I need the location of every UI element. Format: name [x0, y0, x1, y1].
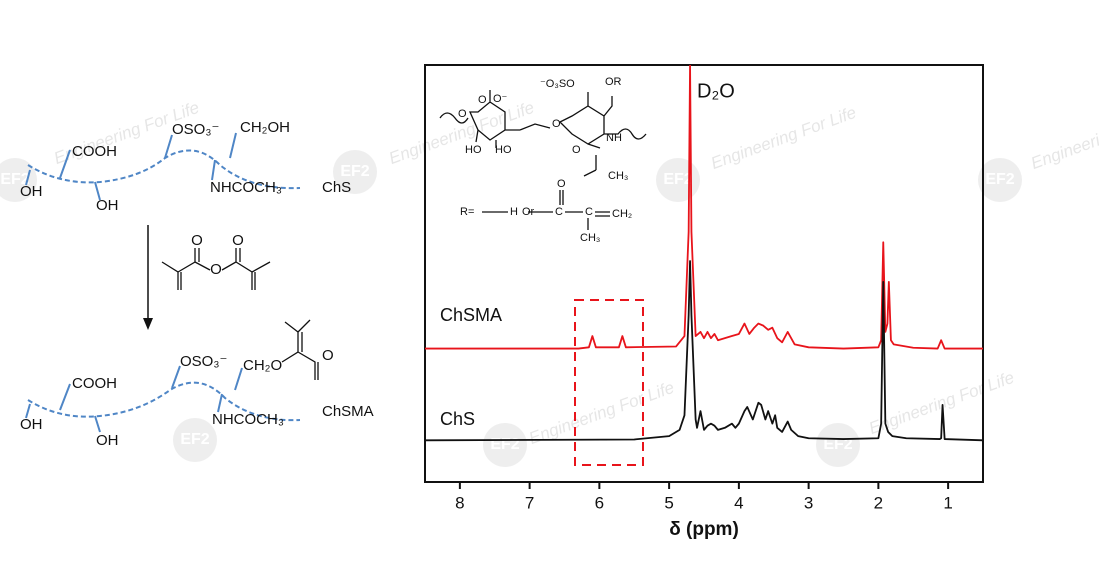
watermark: EF2 Engineering For Life EF2 Engineering…: [0, 98, 1099, 467]
chem-label: O: [232, 232, 244, 249]
chem-label: OSO₃⁻: [180, 353, 227, 370]
watermark-logo: EF2: [490, 436, 519, 453]
inset-label: CH₂: [612, 208, 632, 220]
series-label: ChS: [440, 409, 475, 429]
watermark-logo: EF2: [340, 163, 369, 180]
annotation: D₂O: [697, 80, 735, 102]
watermark-logo: EF2: [0, 171, 29, 188]
inset-label: NH: [606, 132, 622, 144]
chem-label: O: [191, 232, 203, 249]
chem-label: COOH: [72, 143, 117, 160]
watermark-logo: EF2: [663, 171, 692, 188]
inset-label: C: [555, 206, 563, 218]
inset-label: O: [552, 118, 561, 130]
plot-area: [425, 65, 983, 442]
watermark-logo: EF2: [180, 431, 209, 448]
x-tick-label: 5: [664, 493, 673, 512]
x-tick-label: 8: [455, 493, 464, 512]
watermark-logo: EF2: [823, 436, 852, 453]
inset-label: ⁻O₃SO: [540, 78, 575, 90]
inset-label: O: [458, 108, 467, 120]
watermark-text: Engineering For Life: [708, 103, 858, 173]
watermark-logo: EF2: [985, 171, 1014, 188]
chem-label: OH: [20, 416, 43, 433]
inset-label: HO: [495, 144, 512, 156]
spectrum-line: [425, 260, 983, 442]
inset-label: HO: [465, 144, 482, 156]
chem-label: OSO₃⁻: [172, 121, 219, 138]
chem-label: NHCOCH₃: [212, 411, 284, 428]
inset-label: R=: [460, 206, 474, 218]
x-tick-label: 3: [804, 493, 813, 512]
inset-label: Or: [522, 206, 535, 218]
inset-label: O: [478, 94, 487, 106]
spectrum-line: [425, 65, 983, 350]
inset-label: C: [585, 206, 593, 218]
inset-label: O: [572, 144, 581, 156]
highlight-box: [574, 299, 644, 466]
chem-label: CH₂OH: [240, 119, 290, 136]
x-tick-label: 1: [943, 493, 952, 512]
x-tick-label: 4: [734, 493, 743, 512]
compound-name: ChSMA: [322, 403, 374, 420]
chs-structure: COOH OSO₃⁻ CH₂OH OH OH NHCOCH₃ ChS: [20, 119, 351, 214]
chsma-structure: COOH OSO₃⁻ CH₂O O OH OH NHCOCH₃ ChSMA: [20, 319, 374, 449]
chem-label: OH: [96, 432, 119, 449]
plot-frame: [424, 64, 984, 483]
watermark-text: Engineering For Life: [1028, 103, 1099, 173]
x-axis-label: δ (ppm): [669, 519, 739, 540]
chem-label: O: [210, 261, 222, 278]
chem-label: OH: [20, 183, 43, 200]
inset-label: OR: [605, 76, 622, 88]
chem-label: NHCOCH₃: [210, 179, 282, 196]
chem-label: O: [322, 347, 334, 364]
inset-structure: O⁻ O O O ⁻O₃SO OR HO HO NH O CH₃ R= H Or…: [439, 76, 647, 244]
x-tick-label: 6: [595, 493, 604, 512]
inset-label: O⁻: [493, 93, 508, 105]
inset-label: H: [510, 206, 518, 218]
reaction-arrow: O O O: [143, 225, 271, 330]
x-tick-label: 2: [874, 493, 883, 512]
inset-label: CH₃: [580, 232, 600, 244]
inset-label: CH₃: [608, 170, 628, 182]
chem-label: OH: [96, 197, 119, 214]
x-tick-label: 7: [525, 493, 534, 512]
inset-label: O: [557, 178, 566, 190]
series-label: ChSMA: [440, 305, 502, 325]
chem-label: CH₂O: [243, 357, 282, 374]
chem-label: COOH: [72, 375, 117, 392]
compound-name: ChS: [322, 179, 351, 196]
